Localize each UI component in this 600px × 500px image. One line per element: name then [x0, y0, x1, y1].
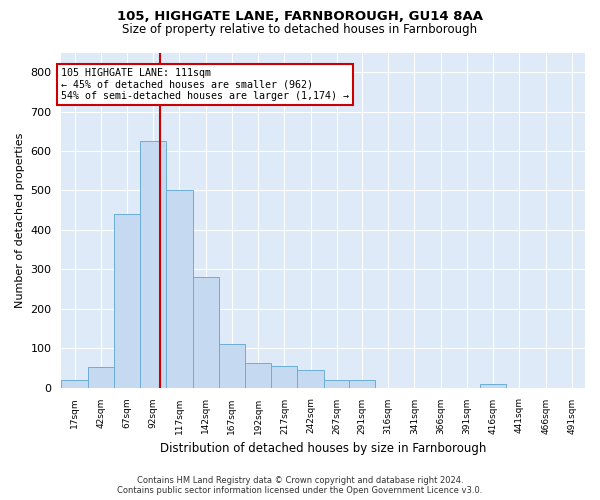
Bar [140, 141, 166, 388]
Text: 105 HIGHGATE LANE: 111sqm
← 45% of detached houses are smaller (962)
54% of semi: 105 HIGHGATE LANE: 111sqm ← 45% of detac… [61, 68, 349, 102]
Text: Contains HM Land Registry data © Crown copyright and database right 2024.
Contai: Contains HM Land Registry data © Crown c… [118, 476, 482, 495]
Bar [245, 363, 271, 388]
Bar [114, 214, 140, 388]
Bar [166, 190, 193, 388]
Bar [324, 380, 350, 388]
Bar [219, 344, 245, 388]
Bar [271, 366, 298, 388]
Bar [193, 277, 219, 388]
Bar [88, 367, 114, 388]
Bar [61, 380, 88, 388]
X-axis label: Distribution of detached houses by size in Farnborough: Distribution of detached houses by size … [160, 442, 487, 455]
Y-axis label: Number of detached properties: Number of detached properties [15, 132, 25, 308]
Bar [480, 384, 506, 388]
Bar [349, 380, 375, 388]
Bar [298, 370, 324, 388]
Text: Size of property relative to detached houses in Farnborough: Size of property relative to detached ho… [122, 22, 478, 36]
Text: 105, HIGHGATE LANE, FARNBOROUGH, GU14 8AA: 105, HIGHGATE LANE, FARNBOROUGH, GU14 8A… [117, 10, 483, 23]
